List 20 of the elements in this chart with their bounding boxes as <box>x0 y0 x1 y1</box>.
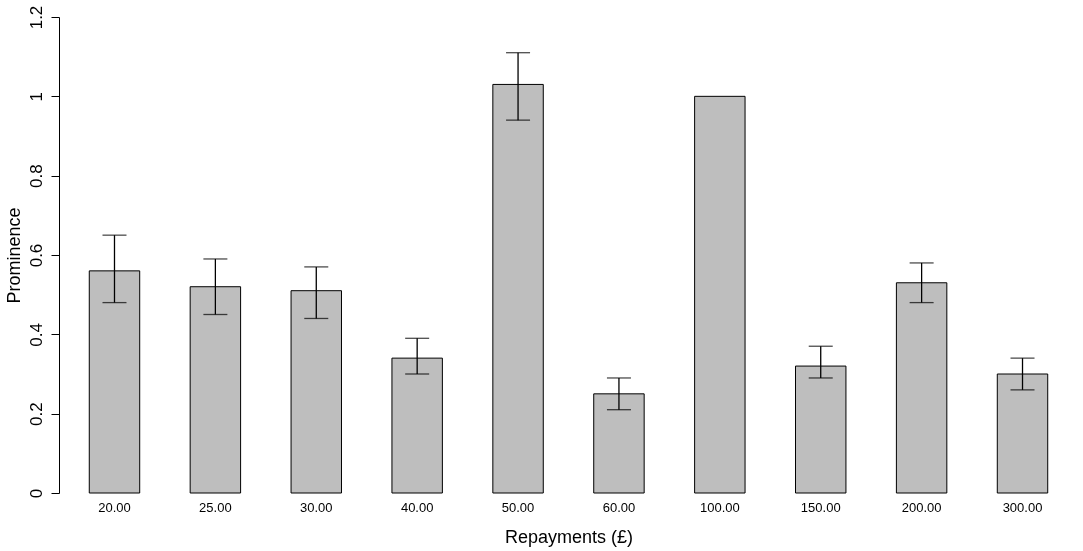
x-tick-label: 30.00 <box>300 499 333 515</box>
x-tick-label: 150.00 <box>800 499 841 515</box>
x-tick-label: 100.00 <box>699 499 740 515</box>
y-tick-label: 0 <box>26 488 46 499</box>
x-tick-label: 40.00 <box>400 499 434 515</box>
x-axis-title: Repayments (£) <box>504 526 634 547</box>
x-tick-label: 25.00 <box>199 499 232 515</box>
x-tick-label: 50.00 <box>501 499 535 515</box>
y-tick-label: 1 <box>26 92 46 102</box>
x-tick-label: 20.00 <box>98 499 131 515</box>
y-axis-title: Prominence <box>3 207 24 304</box>
y-tick-label: 0.4 <box>26 323 46 347</box>
y-tick-label: 0.6 <box>26 243 46 268</box>
x-tick-label: 200.00 <box>901 499 942 515</box>
y-tick-label: 0.2 <box>26 402 46 426</box>
x-tick-label: 60.00 <box>602 499 636 515</box>
y-tick-label: 1.2 <box>26 5 46 30</box>
y-tick-label: 0.8 <box>26 164 46 188</box>
bar <box>694 95 746 494</box>
x-tick-label: 300.00 <box>1002 499 1043 515</box>
